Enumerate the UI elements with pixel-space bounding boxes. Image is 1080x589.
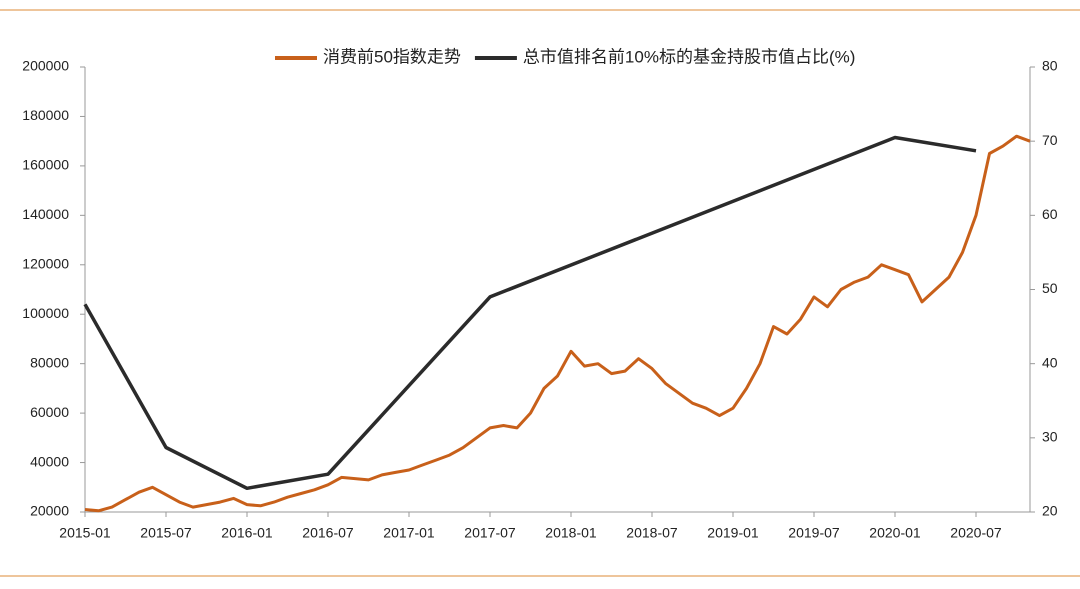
legend-text: 消费前50指数走势 bbox=[323, 47, 461, 66]
y-tick-label: 100000 bbox=[22, 305, 69, 321]
y-tick-label: 80000 bbox=[30, 354, 69, 370]
y-tick-label: 20000 bbox=[30, 503, 69, 519]
x-tick-label: 2020-07 bbox=[950, 525, 1002, 541]
y2-tick-label: 20 bbox=[1042, 503, 1058, 519]
x-tick-label: 2019-01 bbox=[707, 525, 759, 541]
x-tick-label: 2017-07 bbox=[464, 525, 516, 541]
y-tick-label: 40000 bbox=[30, 453, 69, 469]
series-line bbox=[84, 134, 1031, 513]
y2-tick-label: 30 bbox=[1042, 429, 1058, 445]
y2-tick-label: 80 bbox=[1042, 58, 1058, 74]
y-tick-label: 200000 bbox=[22, 58, 69, 74]
x-tick-label: 2015-07 bbox=[140, 525, 192, 541]
x-tick-label: 2016-07 bbox=[302, 525, 354, 541]
series-line bbox=[83, 135, 977, 491]
x-tick-label: 2018-01 bbox=[545, 525, 597, 541]
x-tick-label: 2017-01 bbox=[383, 525, 435, 541]
x-tick-label: 2020-01 bbox=[869, 525, 921, 541]
y-tick-label: 60000 bbox=[30, 404, 69, 420]
y2-tick-label: 50 bbox=[1042, 280, 1058, 296]
y2-tick-label: 40 bbox=[1042, 354, 1058, 370]
x-tick-label: 2019-07 bbox=[788, 525, 840, 541]
x-tick-label: 2016-01 bbox=[221, 525, 273, 541]
y-tick-label: 140000 bbox=[22, 206, 69, 222]
x-tick-label: 2018-07 bbox=[626, 525, 678, 541]
y2-tick-label: 60 bbox=[1042, 206, 1058, 222]
legend-text: 总市值排名前10%标的基金持股市值占比(%) bbox=[523, 47, 855, 66]
y2-tick-label: 70 bbox=[1042, 132, 1058, 148]
y-tick-label: 180000 bbox=[22, 107, 69, 123]
x-tick-label: 2015-01 bbox=[59, 525, 111, 541]
y-tick-label: 160000 bbox=[22, 157, 69, 173]
y-tick-label: 120000 bbox=[22, 255, 69, 271]
